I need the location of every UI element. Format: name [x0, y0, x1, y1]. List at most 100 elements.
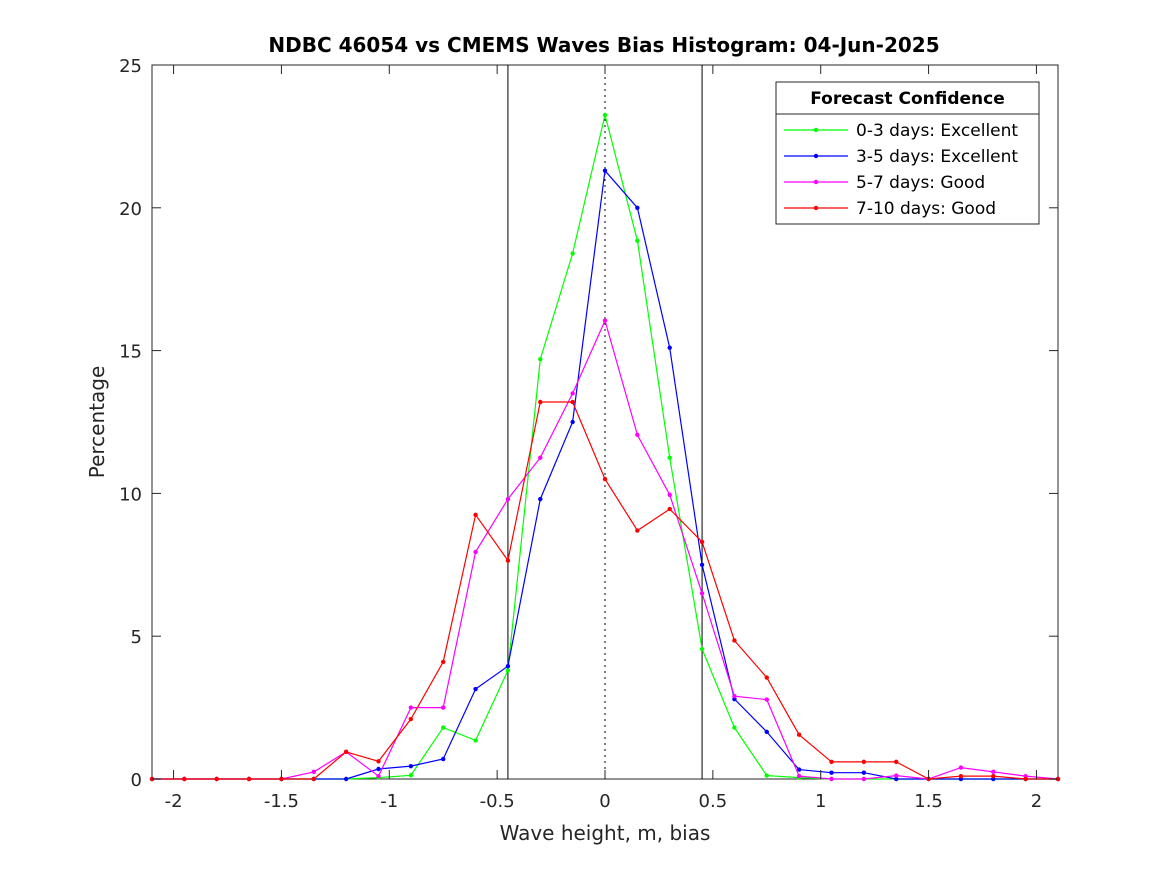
x-tick-label: -1 [380, 791, 398, 812]
legend-label: 5-7 days: Good [856, 173, 985, 193]
data-point [570, 419, 575, 425]
data-point [699, 591, 705, 596]
y-axis-label: Percentage [85, 366, 109, 479]
data-point [991, 773, 996, 779]
data-point [505, 668, 511, 673]
legend-items: 0-3 days: Excellent 3-5 days: Excellent 5-… [784, 121, 1018, 219]
data-point [667, 455, 672, 460]
data-point [635, 528, 640, 533]
y-tick-label: 0 [131, 770, 142, 791]
data-point [408, 763, 414, 769]
x-tick-label: -1.5 [264, 791, 299, 812]
reference-lines [507, 65, 703, 779]
y-tick-label: 20 [119, 199, 142, 220]
data-point [570, 391, 575, 396]
data-point [246, 776, 252, 782]
chart-title: NDBC 46054 vs CMEMS Waves Bias Histogram… [268, 33, 939, 57]
data-point [764, 675, 769, 680]
data-point [602, 168, 608, 173]
data-point [958, 773, 964, 779]
legend-title: Forecast Confidence [810, 89, 1005, 109]
data-point [732, 725, 737, 730]
data-point [473, 549, 478, 555]
data-point [635, 432, 640, 438]
data-point [667, 506, 672, 512]
data-point [570, 399, 575, 405]
data-point [635, 205, 640, 210]
data-point [796, 773, 802, 779]
data-point [732, 693, 737, 699]
data-point [570, 251, 575, 256]
data-point [214, 776, 219, 782]
series-4 [149, 399, 1061, 782]
data-point [505, 663, 511, 669]
data-point [505, 496, 511, 502]
data-point [894, 776, 899, 782]
data-point [764, 773, 769, 778]
data-point [861, 776, 867, 782]
data-point [343, 749, 349, 755]
y-tick-label: 5 [131, 627, 142, 648]
data-point [732, 638, 737, 643]
data-point [538, 399, 543, 405]
data-point [408, 773, 414, 778]
data-point [376, 773, 381, 779]
data-point [667, 492, 672, 498]
legend-swatch-marker [813, 127, 819, 133]
y-tick-label: 10 [119, 484, 142, 505]
data-point [441, 705, 446, 710]
x-axis-label: Wave height, m, bias [500, 821, 711, 845]
data-point [991, 769, 996, 775]
data-point [311, 769, 316, 775]
data-point [699, 539, 705, 545]
legend-label: 0-3 days: Excellent [856, 121, 1018, 141]
y-tick-label: 15 [119, 342, 142, 363]
data-point [764, 697, 769, 702]
data-point [343, 776, 349, 782]
data-point [602, 318, 608, 323]
legend-item[interactable]: 5-7 days: Good [784, 173, 985, 193]
data-point [408, 705, 414, 710]
data-point [796, 767, 802, 772]
data-point [829, 770, 834, 775]
data-point [602, 476, 608, 482]
legend-label: 7-10 days: Good [856, 199, 996, 219]
data-point [473, 738, 478, 743]
data-point [408, 716, 414, 722]
legend-box [775, 81, 1040, 225]
data-point [376, 766, 381, 772]
legend-swatch-marker [813, 153, 819, 159]
x-tick-label: -2 [165, 791, 183, 812]
x-tick-label: 0.5 [699, 791, 728, 812]
data-point [699, 562, 705, 567]
y-tick-label: 25 [119, 56, 142, 77]
data-point [538, 356, 543, 362]
data-point [473, 686, 478, 692]
data-point [441, 756, 446, 762]
series-layer [149, 112, 1061, 782]
data-point [602, 112, 608, 118]
data-point [182, 776, 187, 782]
x-tick-label: 1.5 [914, 791, 943, 812]
data-point [538, 496, 543, 502]
legend-item[interactable]: 0-3 days: Excellent [784, 121, 1018, 141]
data-point [829, 759, 834, 765]
legend-item[interactable]: 7-10 days: Good [784, 199, 996, 219]
legend-item[interactable]: 3-5 days: Excellent [784, 147, 1018, 167]
data-point [635, 238, 640, 243]
data-point [699, 646, 705, 652]
data-point [764, 729, 769, 735]
x-tick-label: -0.5 [480, 791, 515, 812]
data-point [894, 773, 899, 778]
data-point [441, 725, 446, 730]
data-point [796, 732, 802, 737]
x-tick-label: 0 [599, 791, 610, 812]
legend-swatch-marker [813, 179, 819, 185]
x-tick-label: 2 [1031, 791, 1042, 812]
data-point [1023, 776, 1028, 782]
legend[interactable]: Forecast Confidence 0-3 days: Excellent 3… [775, 81, 1040, 225]
data-point [538, 455, 543, 460]
legend-label: 3-5 days: Excellent [856, 147, 1018, 167]
